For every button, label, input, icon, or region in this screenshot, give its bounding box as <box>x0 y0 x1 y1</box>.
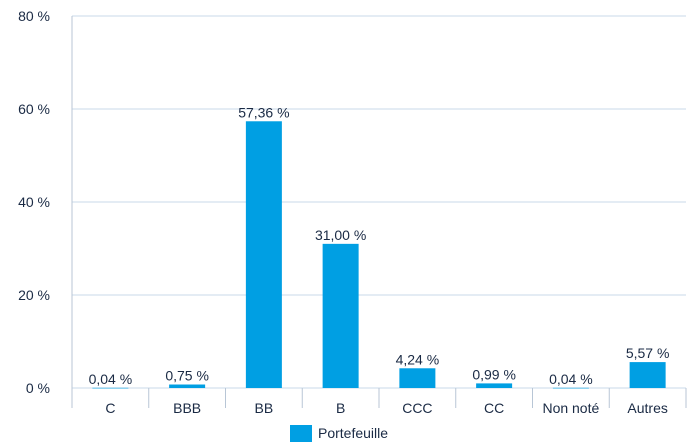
y-axis: 0 % 20 % 40 % 60 % 80 % <box>18 8 50 396</box>
x-axis: C BBB BB B CCC CC Non noté Autres <box>105 400 668 416</box>
grid-layer <box>71 15 687 408</box>
data-label: 0,99 % <box>472 366 516 382</box>
y-tick-label: 60 % <box>18 101 50 117</box>
x-tick-label: CCC <box>402 400 432 416</box>
data-label: 5,57 % <box>626 345 670 361</box>
bar <box>322 243 359 388</box>
bar <box>399 368 436 388</box>
y-tick-label: 40 % <box>18 194 50 210</box>
data-label: 57,36 % <box>238 104 289 120</box>
legend: Portefeuille <box>290 425 388 442</box>
y-tick-label: 0 % <box>26 380 50 396</box>
legend-label: Portefeuille <box>318 425 388 441</box>
bar <box>629 362 666 388</box>
data-labels: 0,04 % 0,75 % 57,36 % 31,00 % 4,24 % 0,99 % 0,… <box>89 104 670 387</box>
y-tick-label: 20 % <box>18 287 50 303</box>
x-tick-label: BBB <box>173 400 201 416</box>
x-tick-label: BB <box>255 400 274 416</box>
data-label: 0,04 % <box>89 371 133 387</box>
bar <box>552 387 589 389</box>
bar <box>169 384 206 388</box>
data-label: 0,04 % <box>549 371 593 387</box>
bar <box>476 383 513 388</box>
x-tick-label: Autres <box>627 400 667 416</box>
data-label: 4,24 % <box>396 351 440 367</box>
bar <box>245 121 282 388</box>
legend-swatch <box>290 425 312 442</box>
bars <box>92 121 666 389</box>
x-tick-label: C <box>105 400 115 416</box>
data-label: 0,75 % <box>165 368 209 384</box>
x-tick-label: Non noté <box>542 400 599 416</box>
data-label: 31,00 % <box>315 227 366 243</box>
x-tick-label: CC <box>484 400 504 416</box>
bar <box>92 387 129 389</box>
x-tick-label: B <box>336 400 345 416</box>
y-tick-label: 80 % <box>18 8 50 24</box>
